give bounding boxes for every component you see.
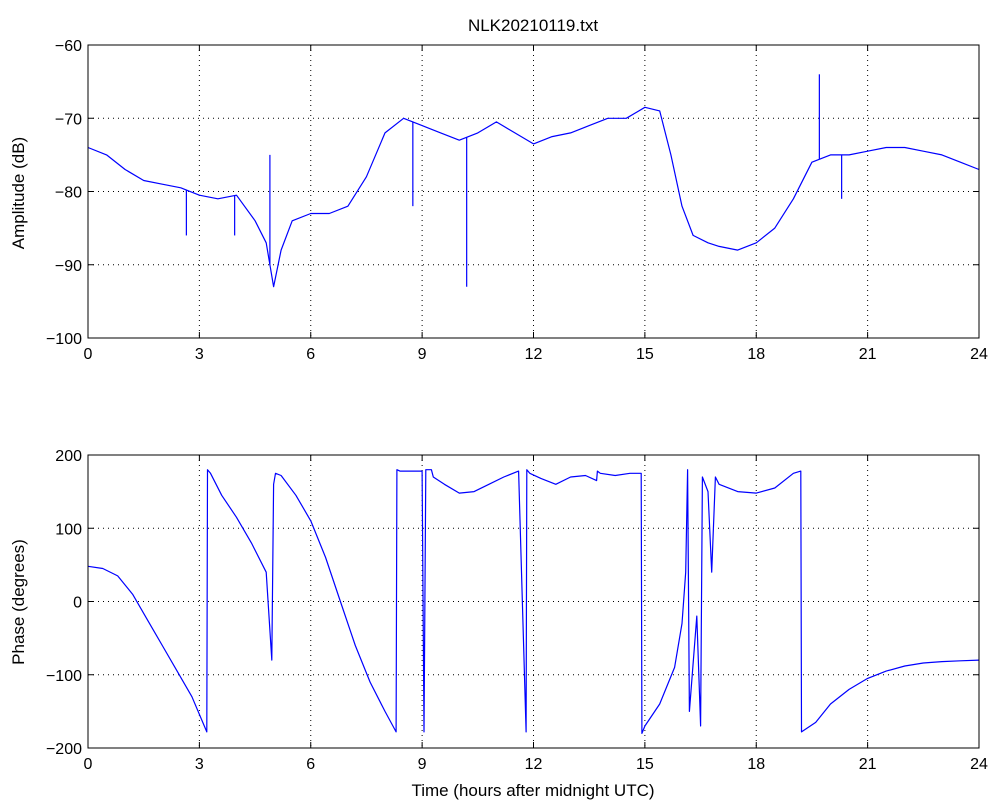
amplitude-plot-area (87, 74, 980, 288)
chart-title: NLK20210119.txt (468, 16, 598, 35)
phase-ylabel: Phase (degrees) (9, 539, 28, 665)
phase-xtick-label: 6 (306, 756, 315, 773)
amplitude-ytick-label: −100 (46, 331, 82, 348)
amplitude-panel: 0 3 6 9 12 15 18 21 24 −100 −90 −80 −70 −60 Amplitude… (9, 38, 988, 363)
amplitude-xtick-label: 9 (418, 346, 427, 363)
phase-grid (88, 455, 979, 748)
amplitude-xtick-label: 3 (195, 346, 204, 363)
amplitude-ylabel: Amplitude (dB) (9, 137, 28, 249)
amplitude-xtick-label: 15 (636, 346, 654, 363)
phase-panel: 0 3 6 9 12 15 18 21 24 −200 −100 0 100 200 Phase (deg… (9, 448, 988, 800)
amplitude-grid (88, 45, 979, 338)
amplitude-xtick-label: 6 (306, 346, 315, 363)
phase-ticks: 0 3 6 9 12 15 18 21 24 −200 −100 0 100 200 (46, 448, 988, 773)
phase-series-line (87, 469, 980, 734)
amplitude-xtick-label: 12 (525, 346, 543, 363)
phase-xtick-label: 18 (747, 756, 765, 773)
amplitude-series-line (87, 106, 980, 288)
phase-plot-area (87, 469, 980, 734)
amplitude-ytick-label: −70 (55, 111, 82, 128)
amplitude-xtick-label: 24 (970, 346, 988, 363)
phase-ytick-label: 0 (73, 595, 82, 612)
phase-xtick-label: 0 (84, 756, 93, 773)
phase-xtick-label: 15 (636, 756, 654, 773)
amplitude-xtick-label: 21 (859, 346, 877, 363)
amplitude-xtick-label: 0 (84, 346, 93, 363)
phase-xtick-label: 9 (418, 756, 427, 773)
amplitude-xtick-label: 18 (747, 346, 765, 363)
phase-xtick-label: 3 (195, 756, 204, 773)
phase-ytick-label: −200 (46, 741, 82, 758)
phase-ytick-label: −100 (46, 668, 82, 685)
phase-xtick-label: 12 (525, 756, 543, 773)
phase-ytick-label: 100 (55, 521, 82, 538)
phase-xtick-label: 24 (970, 756, 988, 773)
amplitude-ytick-label: −90 (55, 258, 82, 275)
phase-xlabel: Time (hours after midnight UTC) (411, 781, 654, 800)
amplitude-ytick-label: −60 (55, 38, 82, 55)
phase-xtick-label: 21 (859, 756, 877, 773)
amplitude-ytick-label: −80 (55, 185, 82, 202)
phase-ytick-label: 200 (55, 448, 82, 465)
amplitude-ticks: 0 3 6 9 12 15 18 21 24 −100 −90 −80 −70 −60 (46, 38, 988, 363)
